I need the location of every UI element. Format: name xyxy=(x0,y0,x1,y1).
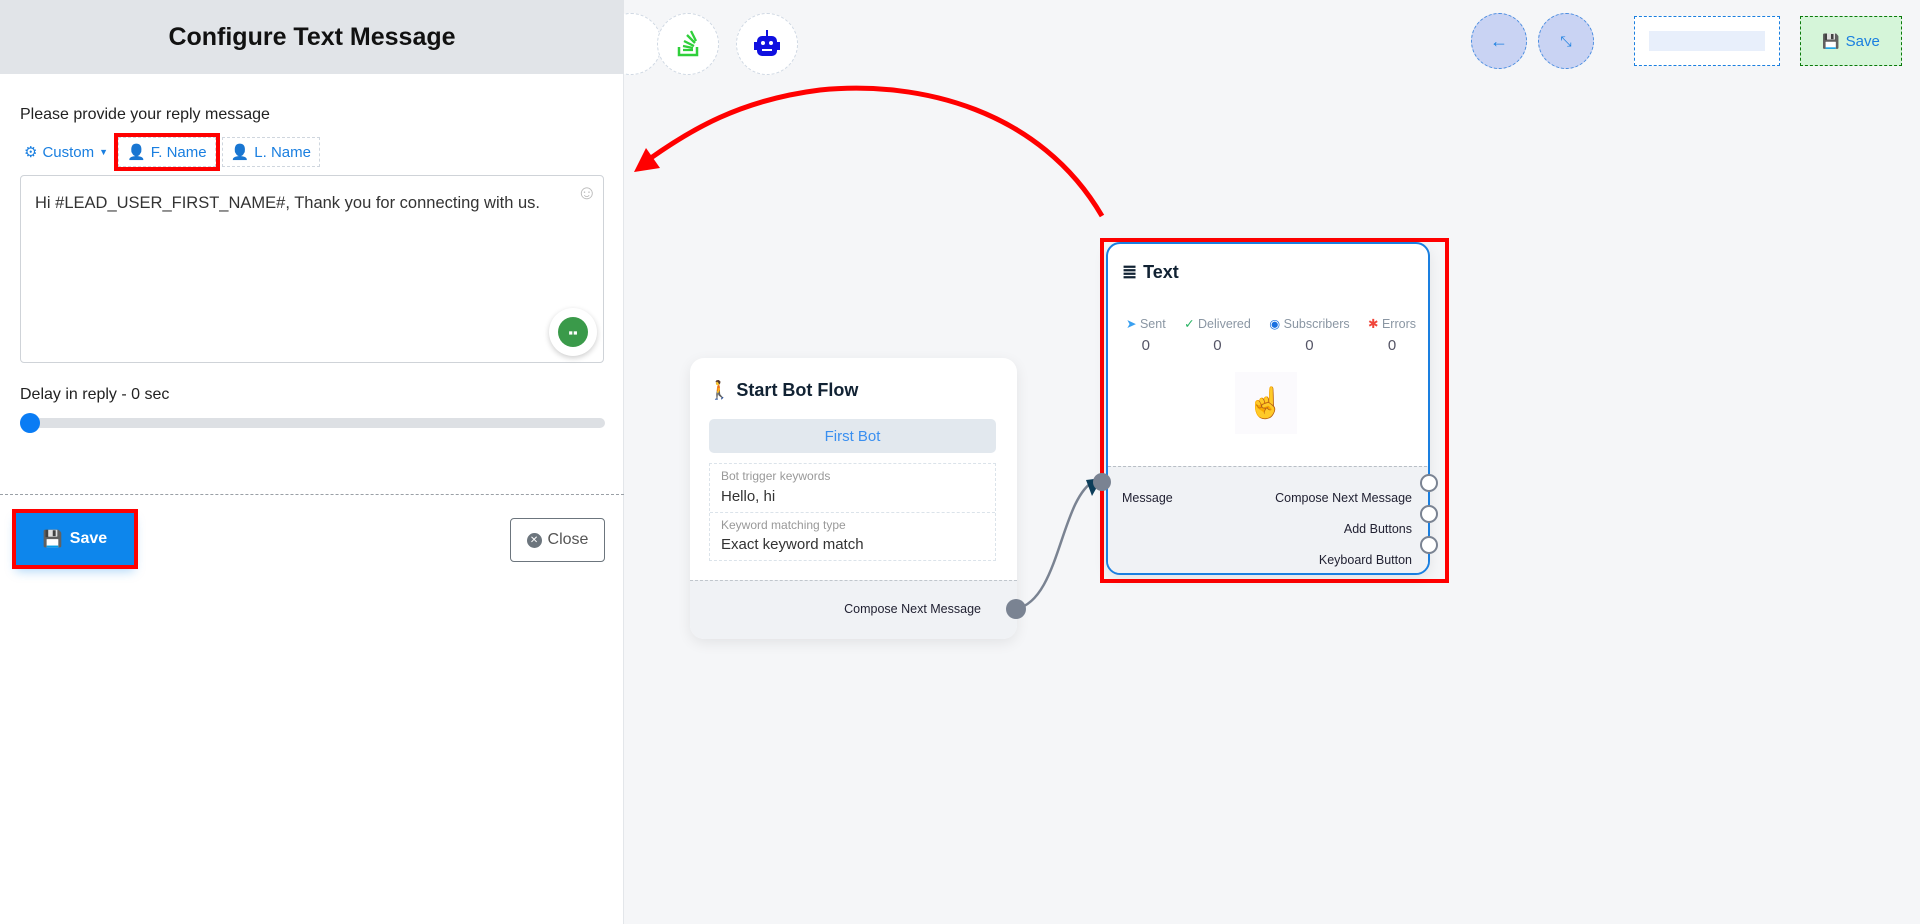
compress-icon: ⤡ xyxy=(1560,32,1572,49)
output-port-compose[interactable] xyxy=(1420,474,1438,492)
stat-sent: ➤ Sent 0 xyxy=(1126,317,1166,354)
floppy-icon: 💾 xyxy=(42,531,63,548)
close-circle-icon: ✕ xyxy=(526,532,542,548)
text-node-highlight xyxy=(1100,238,1449,583)
toolbar-save-label: Save xyxy=(1845,32,1880,50)
stat-delivered: ✓ Delivered 0 xyxy=(1184,317,1251,354)
walking-icon: 🚶 xyxy=(708,380,731,400)
cogs-icon: ⚙ xyxy=(24,144,38,161)
back-arrow-icon: ← xyxy=(1490,30,1508,51)
toolbar-save-button[interactable]: 💾 Save xyxy=(1800,16,1902,66)
align-justify-icon: ≣ xyxy=(1122,262,1138,282)
compress-button[interactable]: ⤡ xyxy=(1538,13,1594,69)
text-input-label: Message xyxy=(1122,491,1173,505)
stack-icon xyxy=(677,30,699,57)
hand-pointer-icon: ☝ xyxy=(1235,372,1297,434)
stack-icon-button[interactable] xyxy=(657,13,719,75)
connection-line xyxy=(1015,479,1095,611)
delay-slider-thumb[interactable] xyxy=(20,413,40,433)
divider xyxy=(0,494,624,495)
keywords-value: Hello, hi xyxy=(721,488,776,505)
user-icon: 👤 xyxy=(230,144,250,161)
robot-icon xyxy=(754,30,780,56)
caret-down-icon: ▼ xyxy=(99,147,109,157)
last-name-button[interactable]: 👤 L. Name xyxy=(221,137,320,167)
paper-plane-icon: ➤ xyxy=(1126,317,1137,331)
stat-errors: ✱ Errors 0 xyxy=(1368,317,1416,354)
start-node-title: 🚶 Start Bot Flow xyxy=(708,380,859,400)
annotation-arrow xyxy=(646,85,1105,218)
ai-assistant-button[interactable]: ▪▪ xyxy=(549,308,597,356)
start-output-port[interactable] xyxy=(1006,599,1026,619)
back-button[interactable]: ← xyxy=(1471,13,1527,69)
text-node[interactable]: ≣ Text ➤ Sent 0 ✓ Delivered 0 ◉ Subscribers… xyxy=(1106,242,1430,575)
check-circle-icon: ✓ xyxy=(1184,317,1195,331)
panel-title: Configure Text Message xyxy=(0,0,624,74)
output-label-add-buttons: Add Buttons xyxy=(1343,522,1412,536)
match-type-value: Exact keyword match xyxy=(721,536,864,553)
custom-dropdown[interactable]: ⚙ Custom ▼ xyxy=(24,143,109,162)
stat-subscribers: ◉ Subscribers 0 xyxy=(1269,317,1350,354)
bug-icon: ✱ xyxy=(1368,317,1379,331)
prompt-label: Please provide your reply message xyxy=(20,106,270,123)
first-name-button[interactable]: 👤 F. Name xyxy=(114,133,220,171)
message-text: Hi #LEAD_USER_FIRST_NAME#, Thank you for… xyxy=(35,194,540,212)
close-button[interactable]: ✕ Close xyxy=(510,518,605,562)
start-node-footer: Compose Next Message xyxy=(690,580,1017,639)
bot-name-badge: First Bot xyxy=(709,419,996,453)
output-port-add-buttons[interactable] xyxy=(1420,505,1438,523)
stats-row: ➤ Sent 0 ✓ Delivered 0 ◉ Subscribers 0 ✱ Er… xyxy=(1126,316,1416,354)
robot-icon-button[interactable] xyxy=(736,13,798,75)
keywords-label: Bot trigger keywords xyxy=(721,469,831,483)
robot-icon: ▪▪ xyxy=(558,317,588,347)
bot-name-value xyxy=(1649,31,1765,51)
output-port-keyboard-button[interactable] xyxy=(1420,536,1438,554)
user-circle-icon: ◉ xyxy=(1269,317,1281,331)
tag-buttons: ⚙ Custom ▼ 👤 F. Name 👤 L. Name xyxy=(20,133,320,171)
output-label-keyboard-button: Keyboard Button xyxy=(1318,553,1412,567)
bot-name-input[interactable] xyxy=(1634,16,1780,66)
start-bot-flow-node[interactable]: 🚶 Start Bot Flow First Bot Bot trigger ke… xyxy=(690,358,1017,639)
keyword-info-box: Bot trigger keywords Hello, hi Keyword m… xyxy=(709,463,996,561)
floppy-icon: 💾 xyxy=(1822,32,1840,49)
user-icon: 👤 xyxy=(127,144,146,161)
save-button[interactable]: 💾 Save xyxy=(12,509,138,569)
start-output-label: Compose Next Message xyxy=(844,602,981,616)
output-label-compose: Compose Next Message xyxy=(1275,491,1412,505)
delay-label: Delay in reply - 0 sec xyxy=(20,386,170,403)
delay-slider[interactable] xyxy=(20,418,605,428)
text-node-title: ≣ Text xyxy=(1122,262,1179,282)
configure-panel: Configure Text Message Please provide yo… xyxy=(0,0,624,924)
annotation-arrowhead xyxy=(634,148,660,172)
text-node-footer: Message Compose Next Message Add Buttons… xyxy=(1108,466,1428,573)
text-input-port[interactable] xyxy=(1093,473,1111,491)
message-textarea[interactable]: Hi #LEAD_USER_FIRST_NAME#, Thank you for… xyxy=(20,175,604,363)
match-type-label: Keyword matching type xyxy=(721,518,846,532)
emoji-icon[interactable]: ☺ xyxy=(576,182,597,204)
